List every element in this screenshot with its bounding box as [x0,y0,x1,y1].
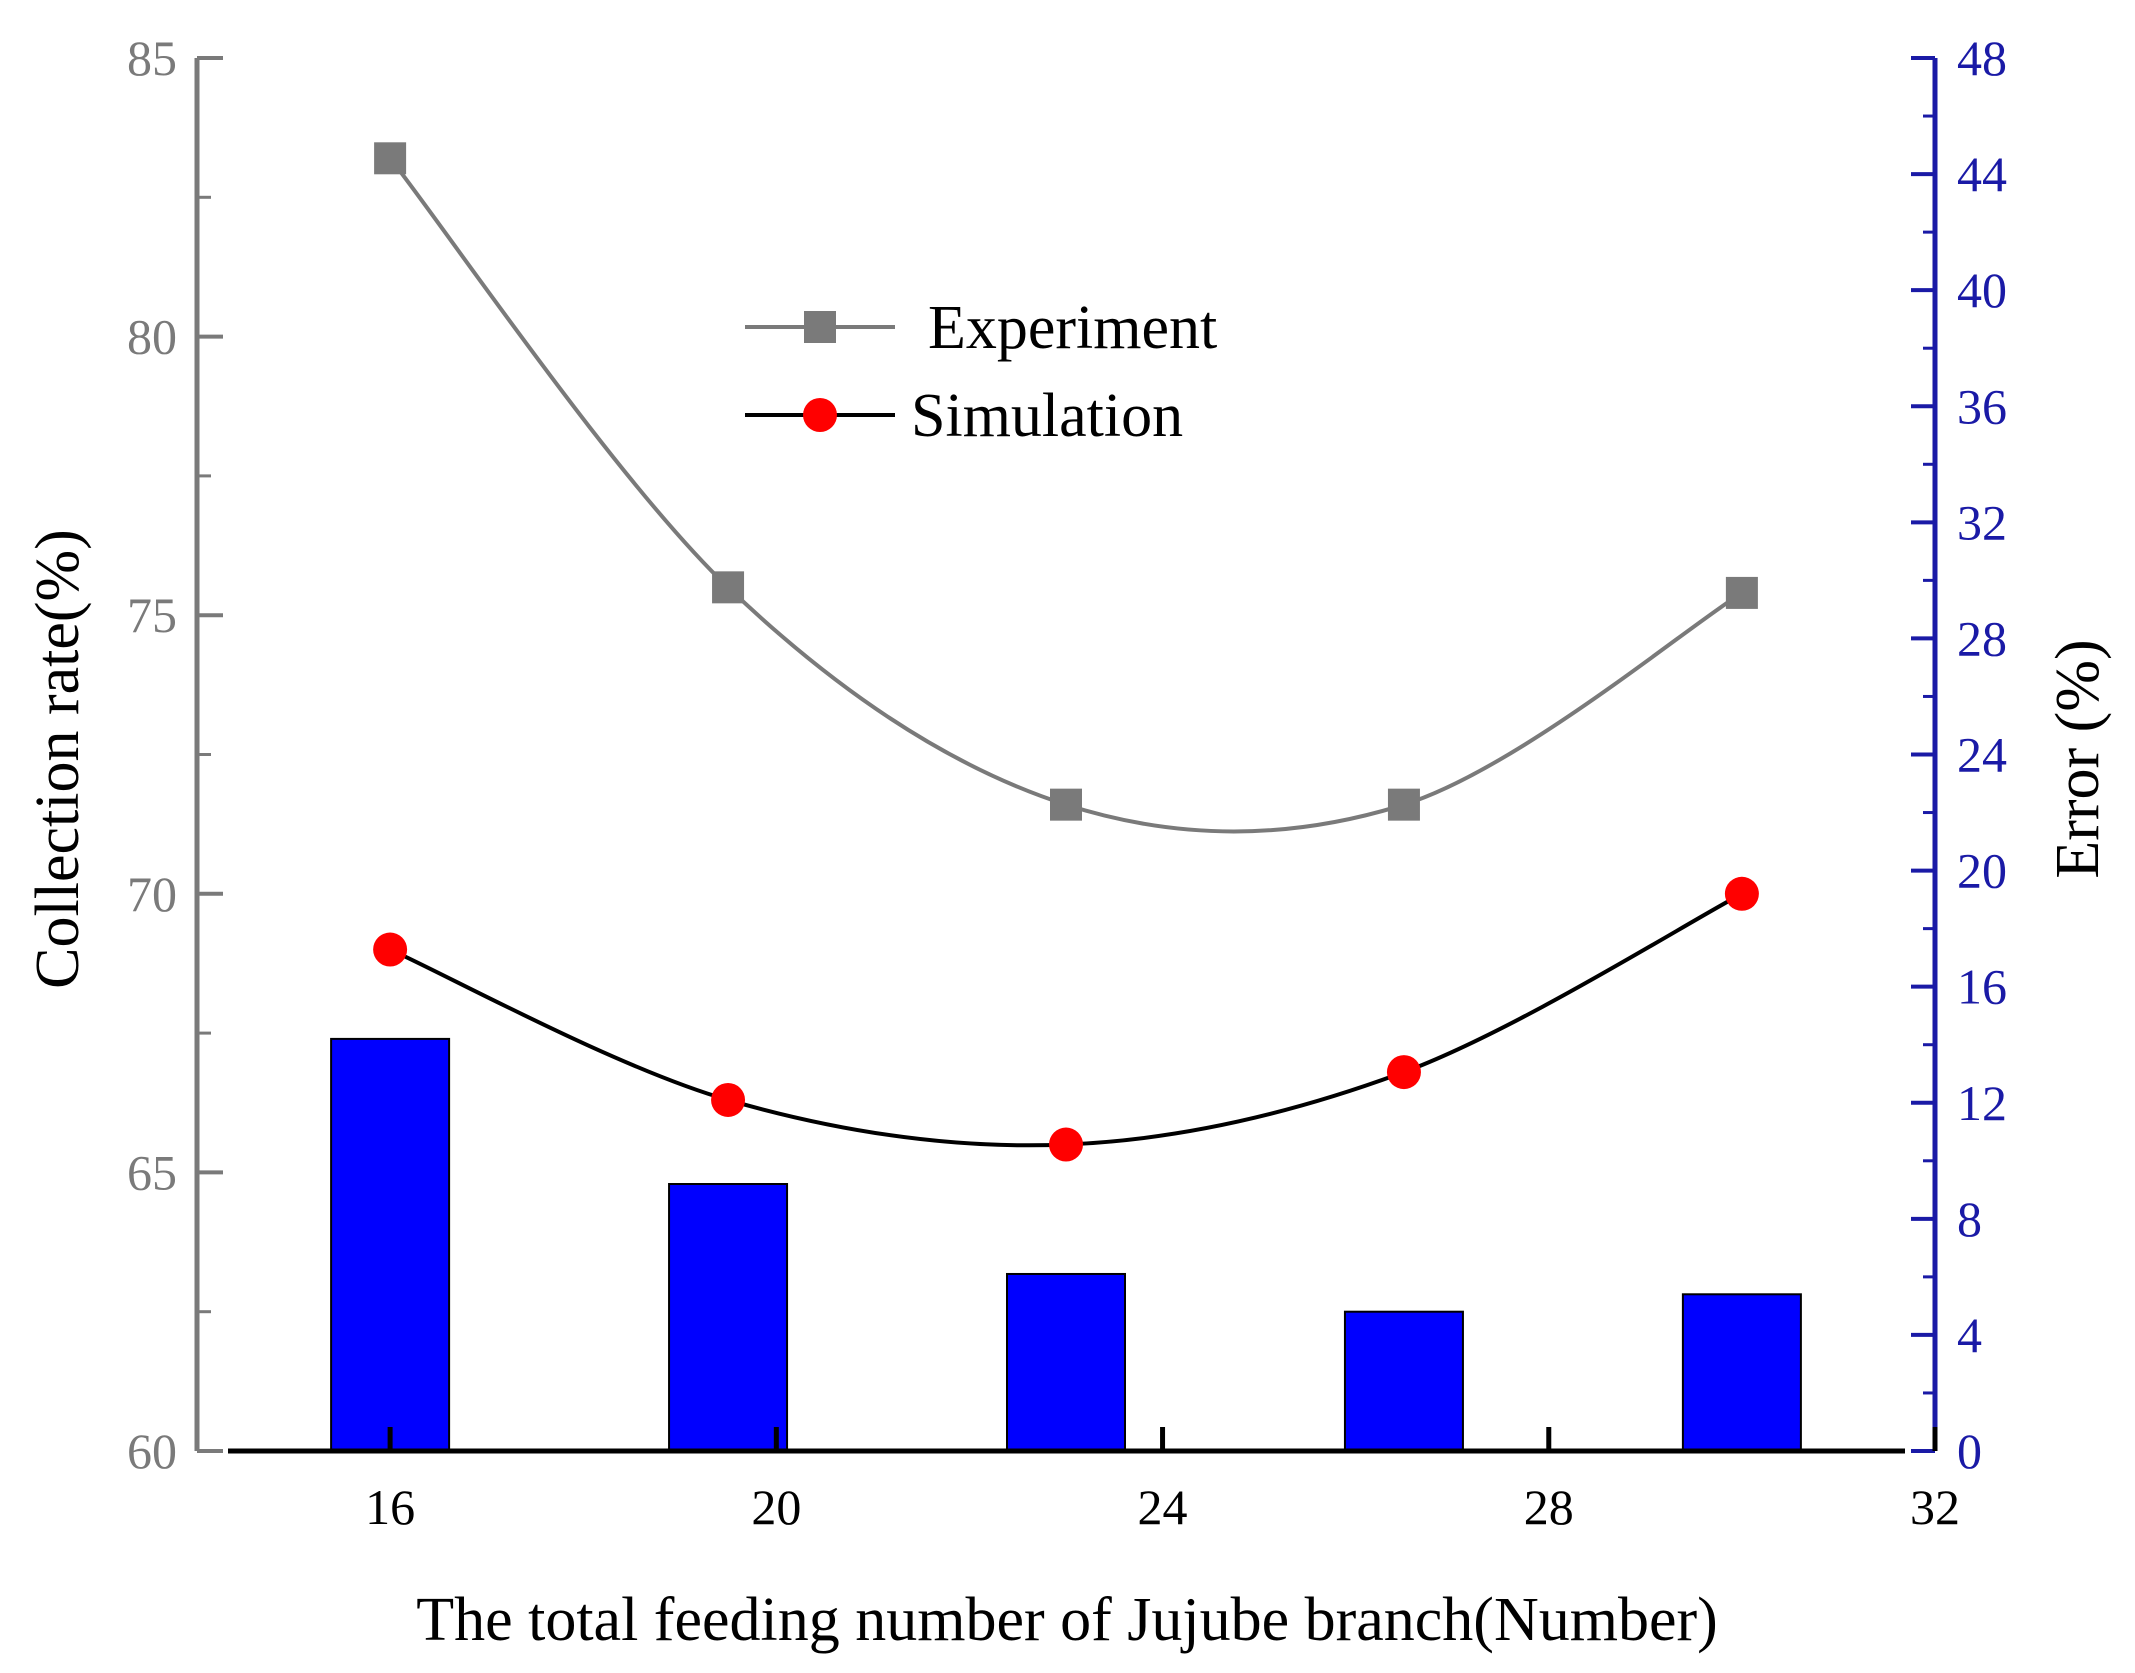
y-right-tick-label-5: 20 [1957,843,2007,899]
x-tick-label-2: 24 [1138,1479,1188,1535]
y-left-tick-label-5: 85 [127,30,177,86]
legend-experiment-label: Experiment [928,294,1217,362]
x-tick-label-1: 20 [751,1479,801,1535]
y-right-tick-label-11: 44 [1957,146,2007,202]
y-left-tick-label-3: 75 [127,587,177,643]
error-bar-4 [1681,1293,1802,1452]
legend-simulation-label: Simulation [911,382,1183,450]
x-axis-title: The total feeding number of Jujube branc… [416,1586,1718,1654]
y-left-tick-label-4: 80 [127,309,177,365]
y-right-tick-label-8: 32 [1957,494,2007,550]
y-right-tick-label-2: 8 [1957,1191,1982,1247]
simulation-point-4 [1724,876,1759,911]
experiment-point-2 [1050,788,1082,821]
simulation-point-1 [711,1082,746,1117]
experiment-point-4 [1725,576,1758,609]
y-left-tick-label-1: 65 [127,1144,177,1200]
y-right-tick-label-4: 16 [1957,959,2007,1015]
error-bar-2 [1006,1272,1126,1452]
y-left-tick-label-0: 60 [127,1423,177,1479]
experiment-point-1 [712,571,745,604]
experiment-line [388,157,1743,834]
x-tick-label-0: 16 [365,1479,415,1535]
y-right-tick-label-6: 24 [1957,727,2007,783]
y-left-tick-label-2: 70 [127,866,177,922]
simulation-point-0 [373,932,408,967]
y-right-tick-label-7: 28 [1957,610,2007,666]
legend: Experiment Simulation [745,294,1217,450]
bars-group [330,1037,1802,1452]
legend-experiment-marker [804,311,836,343]
x-tick-label-3: 28 [1524,1479,1574,1535]
experiment-point-3 [1387,788,1420,821]
error-bar-1 [668,1183,789,1452]
lines-group [373,142,1759,1162]
y-right-tick-label-9: 36 [1957,378,2007,434]
y-axis-left-title: Collection rate(%) [24,529,92,989]
error-bar-3 [1343,1310,1464,1452]
y-right-tick-label-3: 12 [1957,1075,2007,1131]
y-right-tick-label-10: 40 [1957,262,2007,318]
simulation-point-2 [1049,1127,1083,1162]
y-right-tick-label-0: 0 [1957,1423,1982,1479]
simulation-line [389,892,1743,1148]
axes-group [194,56,1938,1454]
experiment-point-0 [374,142,407,175]
simulation-point-3 [1386,1055,1421,1090]
y-right-tick-label-12: 48 [1957,30,2007,86]
y-right-tick-label-1: 4 [1957,1307,1982,1363]
y-axis-right-title: Error (%) [2044,639,2112,878]
x-tick-label-4: 32 [1910,1479,1960,1535]
legend-simulation-marker [803,398,837,432]
error-bar-0 [330,1037,451,1452]
